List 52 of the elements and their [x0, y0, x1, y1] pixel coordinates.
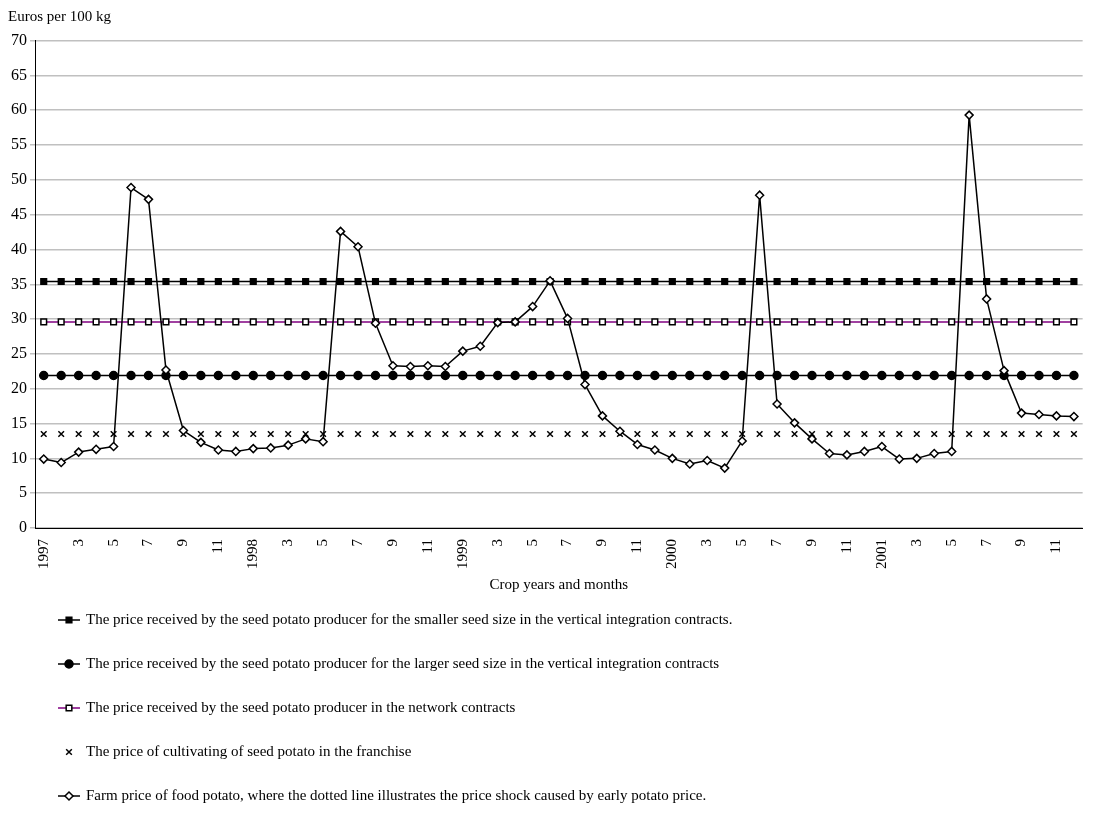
y-tick-label: 25 [11, 344, 27, 362]
x-axis-title: Crop years and months [489, 575, 629, 592]
x-tick-label: 2000 [663, 539, 680, 569]
x-tick-label: 5 [314, 539, 331, 547]
x-tick-label: 3 [279, 539, 296, 547]
y-tick-label: 50 [11, 170, 27, 188]
x-tick-label: 9 [802, 539, 819, 547]
x-tick-label: 7 [139, 538, 156, 547]
y-tick-label: 5 [19, 483, 27, 501]
x-tick-label: 3 [69, 539, 86, 547]
x-tick-label: 3 [698, 539, 715, 547]
y-tick-label: 70 [11, 30, 27, 48]
x-tick-label: 11 [418, 539, 435, 554]
y-tick-label: 30 [11, 309, 27, 327]
x-tick-label: 11 [837, 539, 854, 554]
x-tick-label: 5 [523, 539, 540, 547]
y-tick-label: 55 [11, 135, 27, 153]
x-tick-label: 2001 [872, 539, 889, 569]
legend-label: The price of cultivating of seed potato in the franchise [86, 742, 412, 759]
y-tick-label: 60 [11, 100, 27, 118]
x-tick-label: 3 [488, 539, 505, 547]
legend-label: Farm price of food potato, where the dotted line illustrates the price shock caused by early potato price. [86, 786, 707, 803]
y-tick-label: 15 [11, 413, 27, 431]
x-tick-label: 11 [1047, 539, 1064, 554]
x-tick-label: 1998 [244, 539, 261, 569]
x-tick-label: 9 [593, 539, 610, 547]
x-tick-label: 7 [348, 538, 365, 547]
y-tick-label: 10 [11, 448, 27, 466]
x-tick-label: 5 [104, 539, 121, 547]
y-tick-label: 65 [11, 65, 27, 83]
y-tick-label: 35 [11, 274, 27, 292]
x-tick-label: 1997 [34, 538, 51, 569]
x-tick-label: 7 [558, 538, 575, 547]
x-tick-label: 3 [907, 539, 924, 547]
y-tick-label: 40 [11, 239, 27, 257]
x-tick-label: 11 [628, 539, 645, 554]
y-tick-label: 45 [11, 204, 27, 222]
legend-label: The price received by the seed potato producer for the larger seed size in the vertical integration contracts [86, 654, 720, 671]
x-tick-label: 7 [977, 538, 994, 547]
x-tick-label: 9 [1012, 539, 1029, 547]
legend-label: The price received by the seed potato producer in the network contracts [86, 698, 516, 715]
y-tick-label: 0 [19, 518, 27, 536]
x-tick-label: 11 [209, 539, 226, 554]
x-tick-label: 9 [383, 539, 400, 547]
x-tick-label: 5 [942, 539, 959, 547]
legend-label: The price received by the seed potato producer for the smaller seed size in the vertical integration contracts. [86, 610, 733, 627]
y-tick-label: 20 [11, 378, 27, 396]
x-tick-label: 9 [174, 539, 191, 547]
x-tick-label: 1999 [453, 539, 470, 569]
x-tick-label: 7 [768, 538, 785, 547]
y-axis-title: Euros per 100 kg [8, 8, 112, 26]
x-tick-label: 5 [733, 539, 750, 547]
